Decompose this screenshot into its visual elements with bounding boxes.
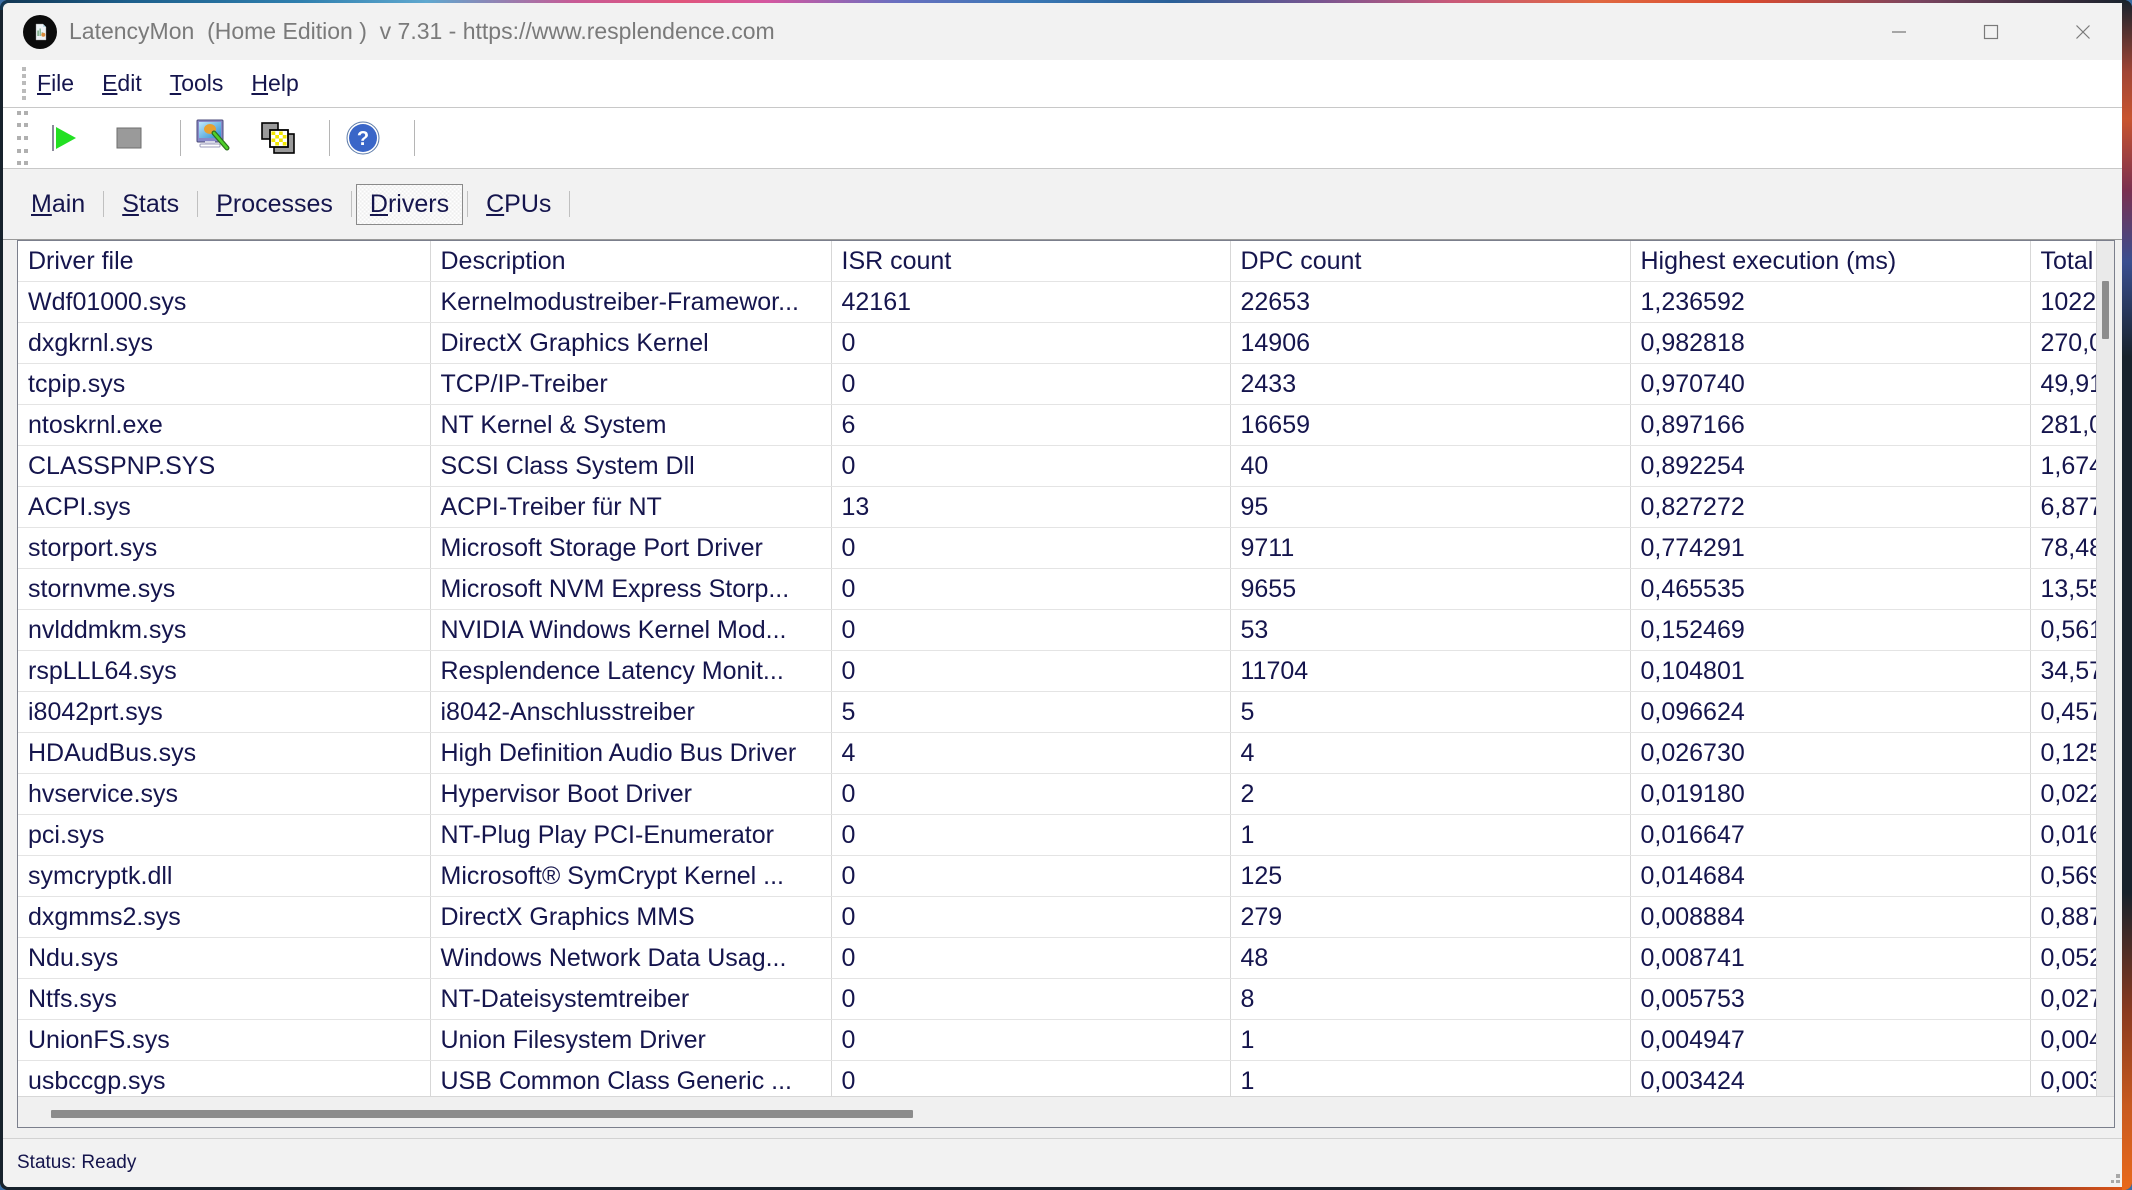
svg-text:?: ? (357, 128, 369, 150)
